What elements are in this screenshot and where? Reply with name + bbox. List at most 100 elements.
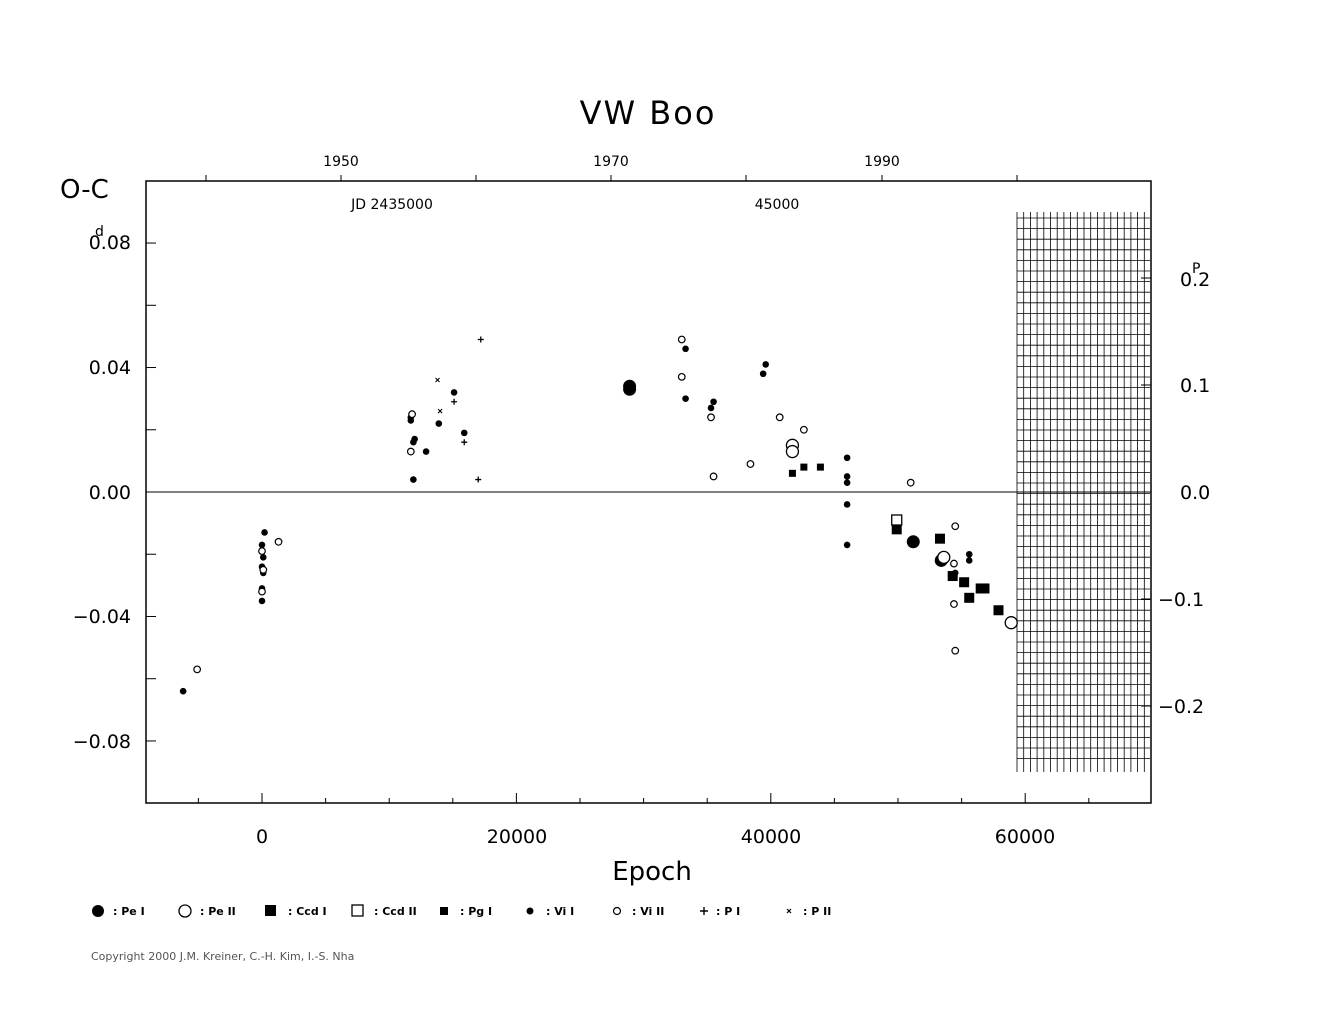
x-tick-label: 40000 — [741, 826, 801, 848]
point-vi2 — [193, 665, 202, 674]
point-vi2 — [258, 587, 266, 596]
point-p2 — [437, 408, 443, 414]
point-pg1 — [800, 463, 808, 471]
future-grid — [1016, 212, 1150, 772]
year-tick-label: 1950 — [323, 154, 359, 170]
legend-symbol-ccd2 — [351, 904, 364, 917]
point-pg1 — [816, 463, 824, 471]
right-tick-label: 0.2 — [1180, 269, 1210, 291]
jd-label: JD 2435000 — [350, 197, 433, 213]
point-vi2 — [906, 478, 915, 487]
point-vi2 — [951, 646, 960, 655]
legend-label: : P II — [803, 905, 831, 918]
point-vi2 — [775, 413, 784, 422]
point-vi2 — [406, 447, 415, 456]
point-vi1 — [965, 550, 973, 558]
point-pe1 — [623, 382, 637, 396]
point-ccd1 — [964, 592, 975, 603]
point-ccd1 — [959, 577, 970, 588]
point-p2 — [435, 377, 440, 383]
legend-symbol-pe1 — [92, 905, 104, 917]
point-ccd1 — [891, 524, 902, 535]
point-vi1 — [843, 454, 851, 462]
legend-label: : Pg I — [460, 905, 492, 918]
x-axis-label: Epoch — [612, 857, 692, 887]
point-vi2 — [677, 335, 686, 344]
point-vi2 — [950, 559, 958, 568]
legend-symbol-p2 — [786, 908, 792, 914]
point-ccd1 — [993, 605, 1004, 616]
year-tick-label: 1990 — [864, 154, 900, 170]
right-tick-label: −0.2 — [1158, 696, 1204, 718]
point-vi1 — [843, 479, 851, 486]
point-vi2 — [259, 565, 268, 574]
point-vi1 — [762, 361, 770, 368]
point-vi1 — [759, 370, 767, 378]
point-vi1 — [965, 557, 973, 564]
legend-label: : Ccd I — [288, 905, 327, 918]
legend-label: : Pe II — [200, 905, 236, 918]
point-vi2 — [746, 460, 755, 468]
chart-title: VW Boo — [580, 94, 717, 132]
point-vi1 — [259, 554, 267, 561]
point-vi1 — [843, 541, 851, 549]
point-vi1 — [707, 404, 715, 412]
point-vi2 — [951, 522, 960, 531]
point-vi1 — [951, 569, 959, 577]
point-vi2 — [408, 410, 416, 419]
point-vi1 — [843, 473, 851, 480]
point-vi1 — [411, 435, 418, 443]
point-ccd1 — [947, 571, 958, 582]
legend-symbol-vi1 — [526, 907, 534, 915]
legend-symbol-pg1 — [440, 907, 448, 915]
point-vi1 — [410, 476, 417, 483]
point-vi2 — [799, 425, 808, 434]
right-tick-label: 0.0 — [1180, 482, 1210, 504]
legend-label: : Pe I — [113, 905, 145, 918]
point-vi2 — [707, 413, 715, 422]
point-vi2 — [274, 537, 283, 546]
copyright: Copyright 2000 J.M. Kreiner, C.-H. Kim, … — [91, 950, 354, 963]
point-ccd1 — [979, 583, 990, 594]
right-unit-mark: P — [1192, 261, 1200, 277]
point-p1 — [475, 476, 482, 483]
point-vi1 — [460, 429, 468, 437]
y-tick-label: 0.00 — [89, 482, 131, 504]
point-vi1 — [422, 448, 430, 455]
legend-label: : Ccd II — [374, 905, 417, 918]
x-tick-label: 60000 — [995, 826, 1055, 848]
y-tick-label: −0.04 — [73, 606, 131, 628]
right-tick-label: 0.1 — [1180, 375, 1210, 397]
point-ccd1 — [934, 533, 945, 544]
point-p1 — [477, 336, 484, 343]
point-vi1 — [179, 687, 187, 695]
point-pe2 — [1004, 616, 1018, 630]
point-vi1 — [435, 420, 443, 427]
point-vi1 — [710, 398, 717, 406]
legend-symbol-pe2 — [178, 904, 192, 918]
point-pg1 — [788, 469, 796, 477]
legend-label: : Vi I — [546, 905, 574, 918]
point-vi2 — [258, 547, 266, 556]
point-vi1 — [843, 501, 851, 508]
point-vi1 — [682, 345, 689, 353]
point-vi1 — [258, 597, 266, 605]
point-vi1 — [258, 541, 266, 549]
point-p1 — [451, 398, 458, 405]
y-axis-label: O-C — [60, 175, 109, 205]
point-p1 — [461, 439, 468, 446]
y-tick-label: 0.08 — [89, 232, 131, 254]
point-vi2 — [677, 372, 686, 381]
y-tick-label: −0.08 — [73, 731, 131, 753]
legend: : Pe I : Pe II : Ccd I : Ccd II : Pg I :… — [92, 904, 831, 918]
legend-symbol-p1 — [700, 907, 708, 915]
legend-symbol-vi2 — [612, 906, 622, 916]
x-tick-label: 0 — [256, 826, 268, 848]
point-vi1 — [450, 389, 458, 396]
point-vi1 — [261, 529, 268, 536]
y-tick-label: 0.04 — [89, 357, 131, 379]
point-vi2 — [950, 600, 958, 608]
jd-label: 45000 — [755, 197, 800, 213]
point-vi1 — [407, 417, 415, 424]
